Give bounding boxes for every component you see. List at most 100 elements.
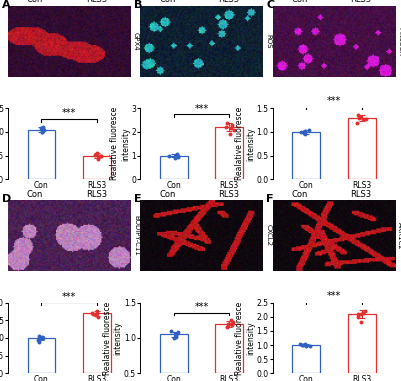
Point [94,310,100,316]
Point [300,129,307,135]
Point [298,342,305,348]
Y-axis label: Realative fluoresce
intensity: Realative fluoresce intensity [103,301,123,375]
Bar [28,338,55,373]
Point [95,314,101,320]
Text: AKR1C2: AKR1C2 [397,221,401,249]
Point [225,321,231,327]
Point [39,129,45,135]
Point [224,120,230,126]
Point [165,153,172,159]
Y-axis label: Realative fluoresce
intensity: Realative fluoresce intensity [110,107,130,180]
Point [228,125,235,131]
Text: ***: *** [62,108,76,118]
Text: Con: Con [159,189,175,199]
Point [91,152,98,158]
Point [41,126,47,133]
Point [228,317,234,323]
Text: Con: Con [159,0,175,4]
Text: Con: Con [291,0,308,4]
Text: D: D [2,194,11,204]
Text: RLS3: RLS3 [218,189,239,199]
Text: B: B [134,0,142,10]
Point [39,129,45,135]
Point [297,341,304,347]
Point [358,311,365,317]
Y-axis label: Realative fluoresce
intensity: Realative fluoresce intensity [235,301,255,375]
Point [175,154,181,160]
Point [354,120,360,126]
Point [298,129,304,135]
Bar [348,118,375,179]
Point [172,152,179,158]
Bar [28,130,55,179]
Point [93,312,99,318]
Y-axis label: Realative fluoresce
intensity: Realative fluoresce intensity [235,107,255,180]
Point [229,122,235,128]
Point [175,152,181,158]
Bar [83,313,111,373]
Point [172,155,178,161]
Point [355,314,361,320]
Text: RLS3: RLS3 [350,189,371,199]
Text: ***: *** [194,104,209,114]
Text: RLS3: RLS3 [86,189,107,199]
Point [39,124,46,130]
Point [356,115,362,121]
Point [223,324,230,330]
Point [36,338,43,344]
Text: ***: *** [194,302,209,312]
Point [300,130,307,136]
Point [89,309,95,315]
Point [174,151,180,157]
Text: E: E [134,194,142,204]
Point [94,308,101,314]
Bar [292,345,320,373]
Point [300,342,307,348]
Point [363,116,369,122]
Point [40,335,47,341]
Point [302,341,308,347]
Point [95,156,101,162]
Text: ROS: ROS [265,34,271,48]
Text: GPX4: GPX4 [133,32,139,50]
Text: A: A [2,0,10,10]
Point [358,319,364,325]
Point [98,154,105,160]
Point [37,125,44,131]
Point [36,333,43,339]
Point [223,124,229,130]
Bar [348,314,375,373]
Point [98,152,105,158]
Point [35,337,41,343]
Point [226,131,233,138]
Text: RLS3: RLS3 [350,0,371,4]
Text: Con: Con [27,189,43,199]
Bar [160,155,188,179]
Point [40,126,46,132]
Text: BODIPY-C11: BODIPY-C11 [133,215,139,256]
Point [306,343,313,349]
Point [228,321,235,327]
Text: F: F [266,194,274,204]
Point [90,311,96,317]
Point [96,154,103,160]
Point [230,319,236,325]
Point [355,311,361,317]
Bar [292,132,320,179]
Text: RLS3: RLS3 [218,0,239,4]
Text: ***: *** [62,291,76,301]
Text: Con: Con [291,189,308,199]
Point [303,343,310,349]
Text: C: C [266,0,275,10]
Point [39,334,45,340]
Point [359,309,366,315]
Point [172,332,179,338]
Point [94,150,100,156]
Point [173,331,179,338]
Point [37,336,43,342]
Bar [83,155,111,179]
Point [302,131,308,138]
Text: Con: Con [27,0,43,4]
Bar [215,324,243,373]
Text: MitoSOX: MitoSOX [397,27,401,56]
